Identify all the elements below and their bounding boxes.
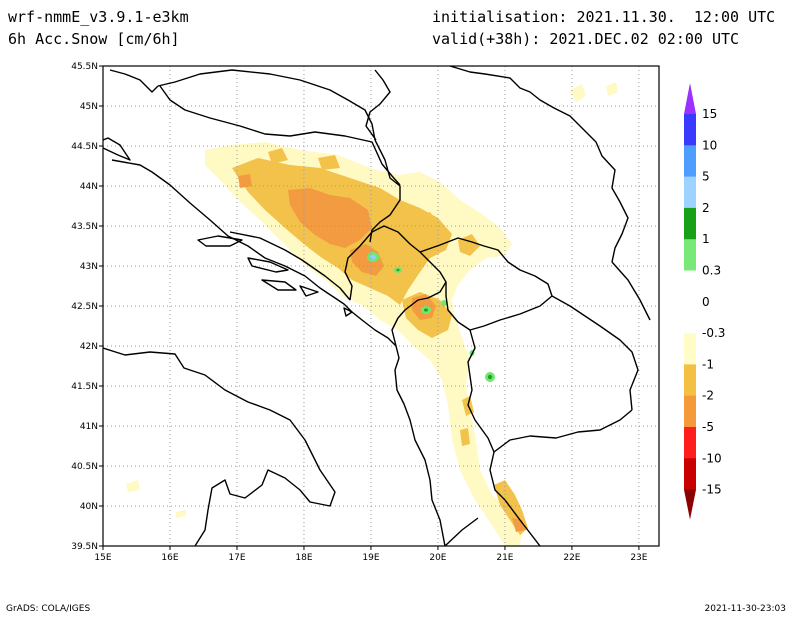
lon-tick-label: 17E bbox=[228, 553, 245, 563]
colorbar-label: -2 bbox=[702, 389, 714, 403]
colorbar-label: 1 bbox=[702, 232, 710, 246]
lon-tick-label: 23E bbox=[630, 553, 647, 563]
model-name: wrf-nmmE_v3.9.1-e3km bbox=[8, 8, 189, 26]
colorbar-swatch bbox=[684, 364, 696, 397]
lat-tick-label: 40N bbox=[80, 502, 98, 512]
field-name: 6h Acc.Snow [cm/6h] bbox=[8, 30, 180, 48]
map-area bbox=[103, 66, 659, 546]
lon-tick-label: 20E bbox=[429, 553, 446, 563]
lat-tick-label: 42.5N bbox=[71, 302, 98, 312]
colorbar-swatch bbox=[684, 176, 696, 209]
colorbar-bottom-arrow bbox=[684, 489, 696, 520]
snow-orange-fill bbox=[238, 174, 526, 532]
latitude-axis: 45.5N 45N 44.5N 44N 43.5N 43N 42.5N 42N 41.5N 41N… bbox=[71, 62, 103, 552]
colorbar-label: -5 bbox=[702, 420, 714, 434]
colorbar-label: 2 bbox=[702, 201, 710, 215]
colorbar-label: 0 bbox=[702, 295, 710, 309]
lat-tick-label: 41.5N bbox=[71, 382, 98, 392]
colorbar-label: 0.3 bbox=[702, 264, 721, 278]
lon-tick-label: 18E bbox=[295, 553, 312, 563]
colorbar-swatch bbox=[684, 333, 696, 365]
footer-credit: GrADS: COLA/IGES bbox=[6, 604, 91, 614]
colorbar-swatch bbox=[684, 145, 696, 178]
colorbar: 15 10 5 2 1 0.3 0 -0.3 -1 -2 -5 -10 -15 bbox=[684, 83, 725, 520]
colorbar-swatch bbox=[684, 427, 696, 459]
map-grid bbox=[103, 66, 659, 546]
lat-tick-label: 44.5N bbox=[71, 142, 98, 152]
colorbar-label: -10 bbox=[702, 451, 722, 465]
lon-tick-label: 15E bbox=[94, 553, 111, 563]
lat-tick-label: 42N bbox=[80, 342, 98, 352]
colorbar-swatch bbox=[684, 207, 696, 240]
footer-timestamp: 2021-11-30-23:03 bbox=[704, 604, 787, 614]
colorbar-label: 5 bbox=[702, 170, 710, 184]
colorbar-top-arrow bbox=[684, 83, 696, 114]
colorbar-swatch bbox=[684, 458, 696, 491]
lat-tick-label: 44N bbox=[80, 182, 98, 192]
colorbar-label: -0.3 bbox=[702, 326, 725, 340]
snow-green-spots bbox=[367, 252, 495, 382]
coastlines-and-borders bbox=[103, 66, 651, 546]
lon-tick-label: 21E bbox=[496, 553, 513, 563]
valid-time: valid(+38h): 2021.DEC.02 02:00 UTC bbox=[432, 30, 740, 48]
lat-tick-label: 45N bbox=[80, 102, 98, 112]
init-time: initialisation: 2021.11.30. 12:00 UTC bbox=[432, 8, 776, 26]
colorbar-swatch bbox=[684, 270, 696, 303]
colorbar-label: -1 bbox=[702, 357, 714, 371]
colorbar-swatch bbox=[684, 239, 696, 271]
lat-tick-label: 41N bbox=[80, 422, 98, 432]
lat-tick-label: 43.5N bbox=[71, 222, 98, 232]
lat-tick-label: 39.5N bbox=[71, 542, 98, 552]
lat-tick-label: 45.5N bbox=[71, 62, 98, 72]
colorbar-label: -15 bbox=[702, 483, 722, 497]
colorbar-label: 10 bbox=[702, 138, 717, 152]
colorbar-swatch bbox=[684, 395, 696, 428]
lat-tick-label: 40.5N bbox=[71, 462, 98, 472]
colorbar-label: 15 bbox=[702, 107, 717, 121]
lon-tick-label: 19E bbox=[362, 553, 379, 563]
colorbar-swatch bbox=[684, 301, 696, 334]
longitude-axis: 15E 16E 17E 18E 19E 20E 21E 22E 23E bbox=[94, 546, 648, 563]
lon-tick-label: 22E bbox=[563, 553, 580, 563]
lon-tick-label: 16E bbox=[161, 553, 178, 563]
lat-tick-label: 43N bbox=[80, 262, 98, 272]
colorbar-swatch bbox=[684, 114, 696, 146]
